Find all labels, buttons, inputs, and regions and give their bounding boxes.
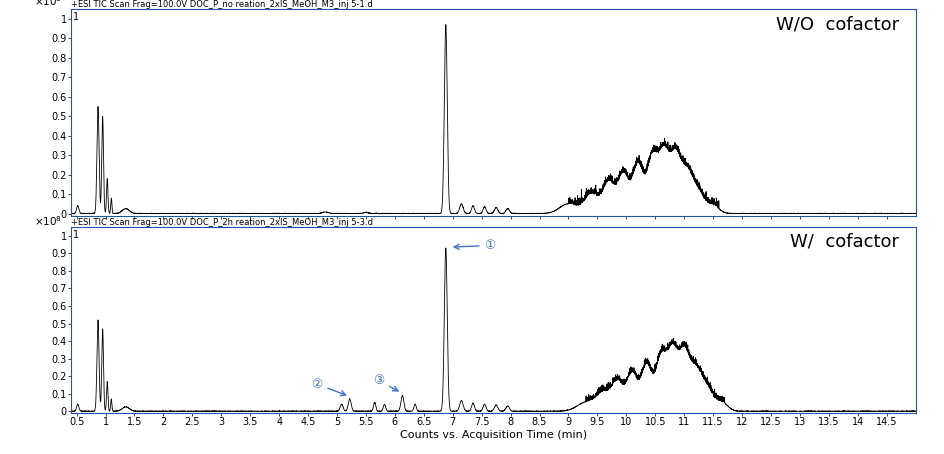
Text: ③: ③ — [373, 374, 398, 391]
Text: +ESI TIC Scan Frag=100.0V DOC_P_no reation_2xIS_MeOH_M3_inj 5-1.d: +ESI TIC Scan Frag=100.0V DOC_P_no reati… — [71, 0, 373, 9]
Text: $\times$10$^8$: $\times$10$^8$ — [34, 214, 62, 228]
X-axis label: Counts vs. Acquisition Time (min): Counts vs. Acquisition Time (min) — [399, 430, 587, 440]
Text: +ESI TIC Scan Frag=100.0V DOC_P_2h reation_2xIS_MeOH_M3_inj 5-3.d: +ESI TIC Scan Frag=100.0V DOC_P_2h reati… — [71, 218, 373, 227]
Text: 1: 1 — [74, 230, 79, 240]
Text: ②: ② — [312, 378, 346, 395]
Text: W/O  cofactor: W/O cofactor — [776, 15, 899, 33]
Text: ①: ① — [454, 239, 496, 252]
Text: $\times$10$^8$: $\times$10$^8$ — [34, 0, 62, 9]
Text: W/  cofactor: W/ cofactor — [790, 232, 899, 251]
Text: 1: 1 — [74, 12, 79, 22]
